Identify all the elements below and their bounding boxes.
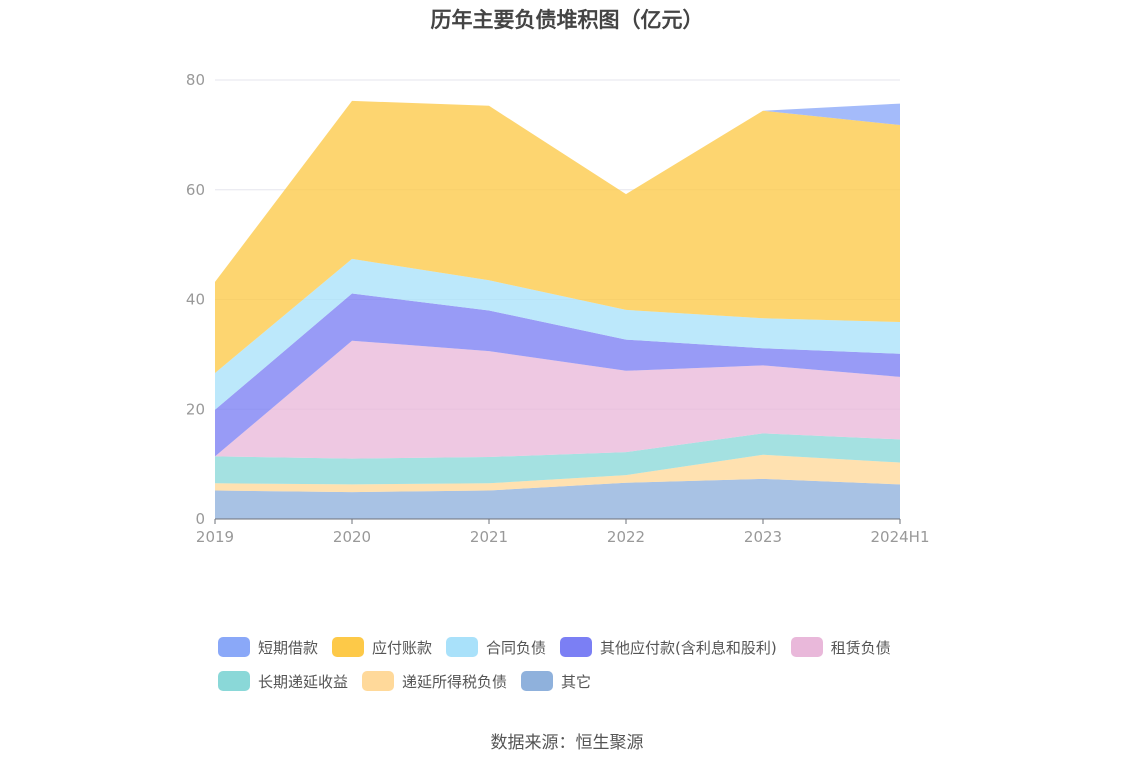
y-tick-label: 20 — [186, 400, 205, 418]
legend-label: 租赁负债 — [830, 638, 891, 657]
legend-label: 合同负债 — [486, 638, 547, 657]
legend-label: 短期借款 — [258, 638, 319, 657]
legend-swatch — [332, 637, 365, 657]
y-tick-label: 80 — [186, 71, 205, 89]
legend-item[interactable]: 应付账款 — [332, 637, 432, 658]
legend-swatch — [362, 671, 395, 691]
x-tick-label: 2024H1 — [871, 528, 930, 546]
area-series — [215, 100, 900, 374]
x-tick-label: 2021 — [470, 528, 508, 546]
legend-row: 长期递延收益 递延所得税负债 其它 — [218, 664, 978, 698]
legend-item[interactable]: 短期借款 — [218, 637, 318, 658]
area-series — [215, 454, 900, 493]
data-source: 数据来源：恒生聚源 — [490, 733, 644, 753]
stacked-area-chart: 0 20 40 60 80 2019 2020 2021 2022 2023 2024H1 — [186, 71, 930, 546]
area-series — [215, 293, 900, 457]
legend-label: 递延所得税负债 — [402, 672, 508, 691]
x-tick-label: 2019 — [196, 528, 234, 546]
x-tick-label: 2023 — [744, 528, 782, 546]
y-tick-label: 0 — [195, 510, 205, 528]
x-tick-label: 2022 — [607, 528, 645, 546]
legend-label: 其它 — [561, 672, 592, 691]
legend-label: 其他应付款(含利息和股利) — [600, 638, 777, 657]
y-tick-label: 40 — [186, 291, 205, 309]
x-tick-label: 2020 — [333, 528, 371, 546]
chart-legend: 短期借款 应付账款 合同负债 其他应付款(含利息和股利) 租赁负债长期递延收益 递延所得税… — [218, 630, 978, 698]
legend-swatch — [790, 637, 823, 657]
legend-swatch — [446, 637, 479, 657]
legend-swatch — [218, 671, 250, 691]
area-series — [215, 433, 900, 485]
area-series — [215, 258, 900, 410]
legend-item[interactable]: 递延所得税负债 — [362, 671, 507, 692]
legend-item[interactable]: 其它 — [521, 671, 591, 692]
area-series — [215, 340, 900, 459]
legend-swatch — [218, 637, 250, 657]
chart-title: 历年主要负债堆积图（亿元） — [430, 8, 704, 32]
y-tick-label: 60 — [186, 181, 205, 199]
legend-label: 应付账款 — [372, 638, 433, 657]
legend-label: 长期递延收益 — [258, 672, 349, 691]
legend-item[interactable]: 长期递延收益 — [218, 671, 348, 692]
legend-item[interactable]: 租赁负债 — [790, 637, 891, 658]
legend-swatch — [521, 671, 554, 691]
legend-item[interactable]: 其他应付款(含利息和股利) — [560, 637, 777, 658]
legend-swatch — [560, 637, 593, 657]
legend-row: 短期借款 应付账款 合同负债 其他应付款(含利息和股利) 租赁负债 — [218, 630, 978, 664]
area-series — [215, 478, 900, 519]
legend-item[interactable]: 合同负债 — [446, 637, 546, 658]
